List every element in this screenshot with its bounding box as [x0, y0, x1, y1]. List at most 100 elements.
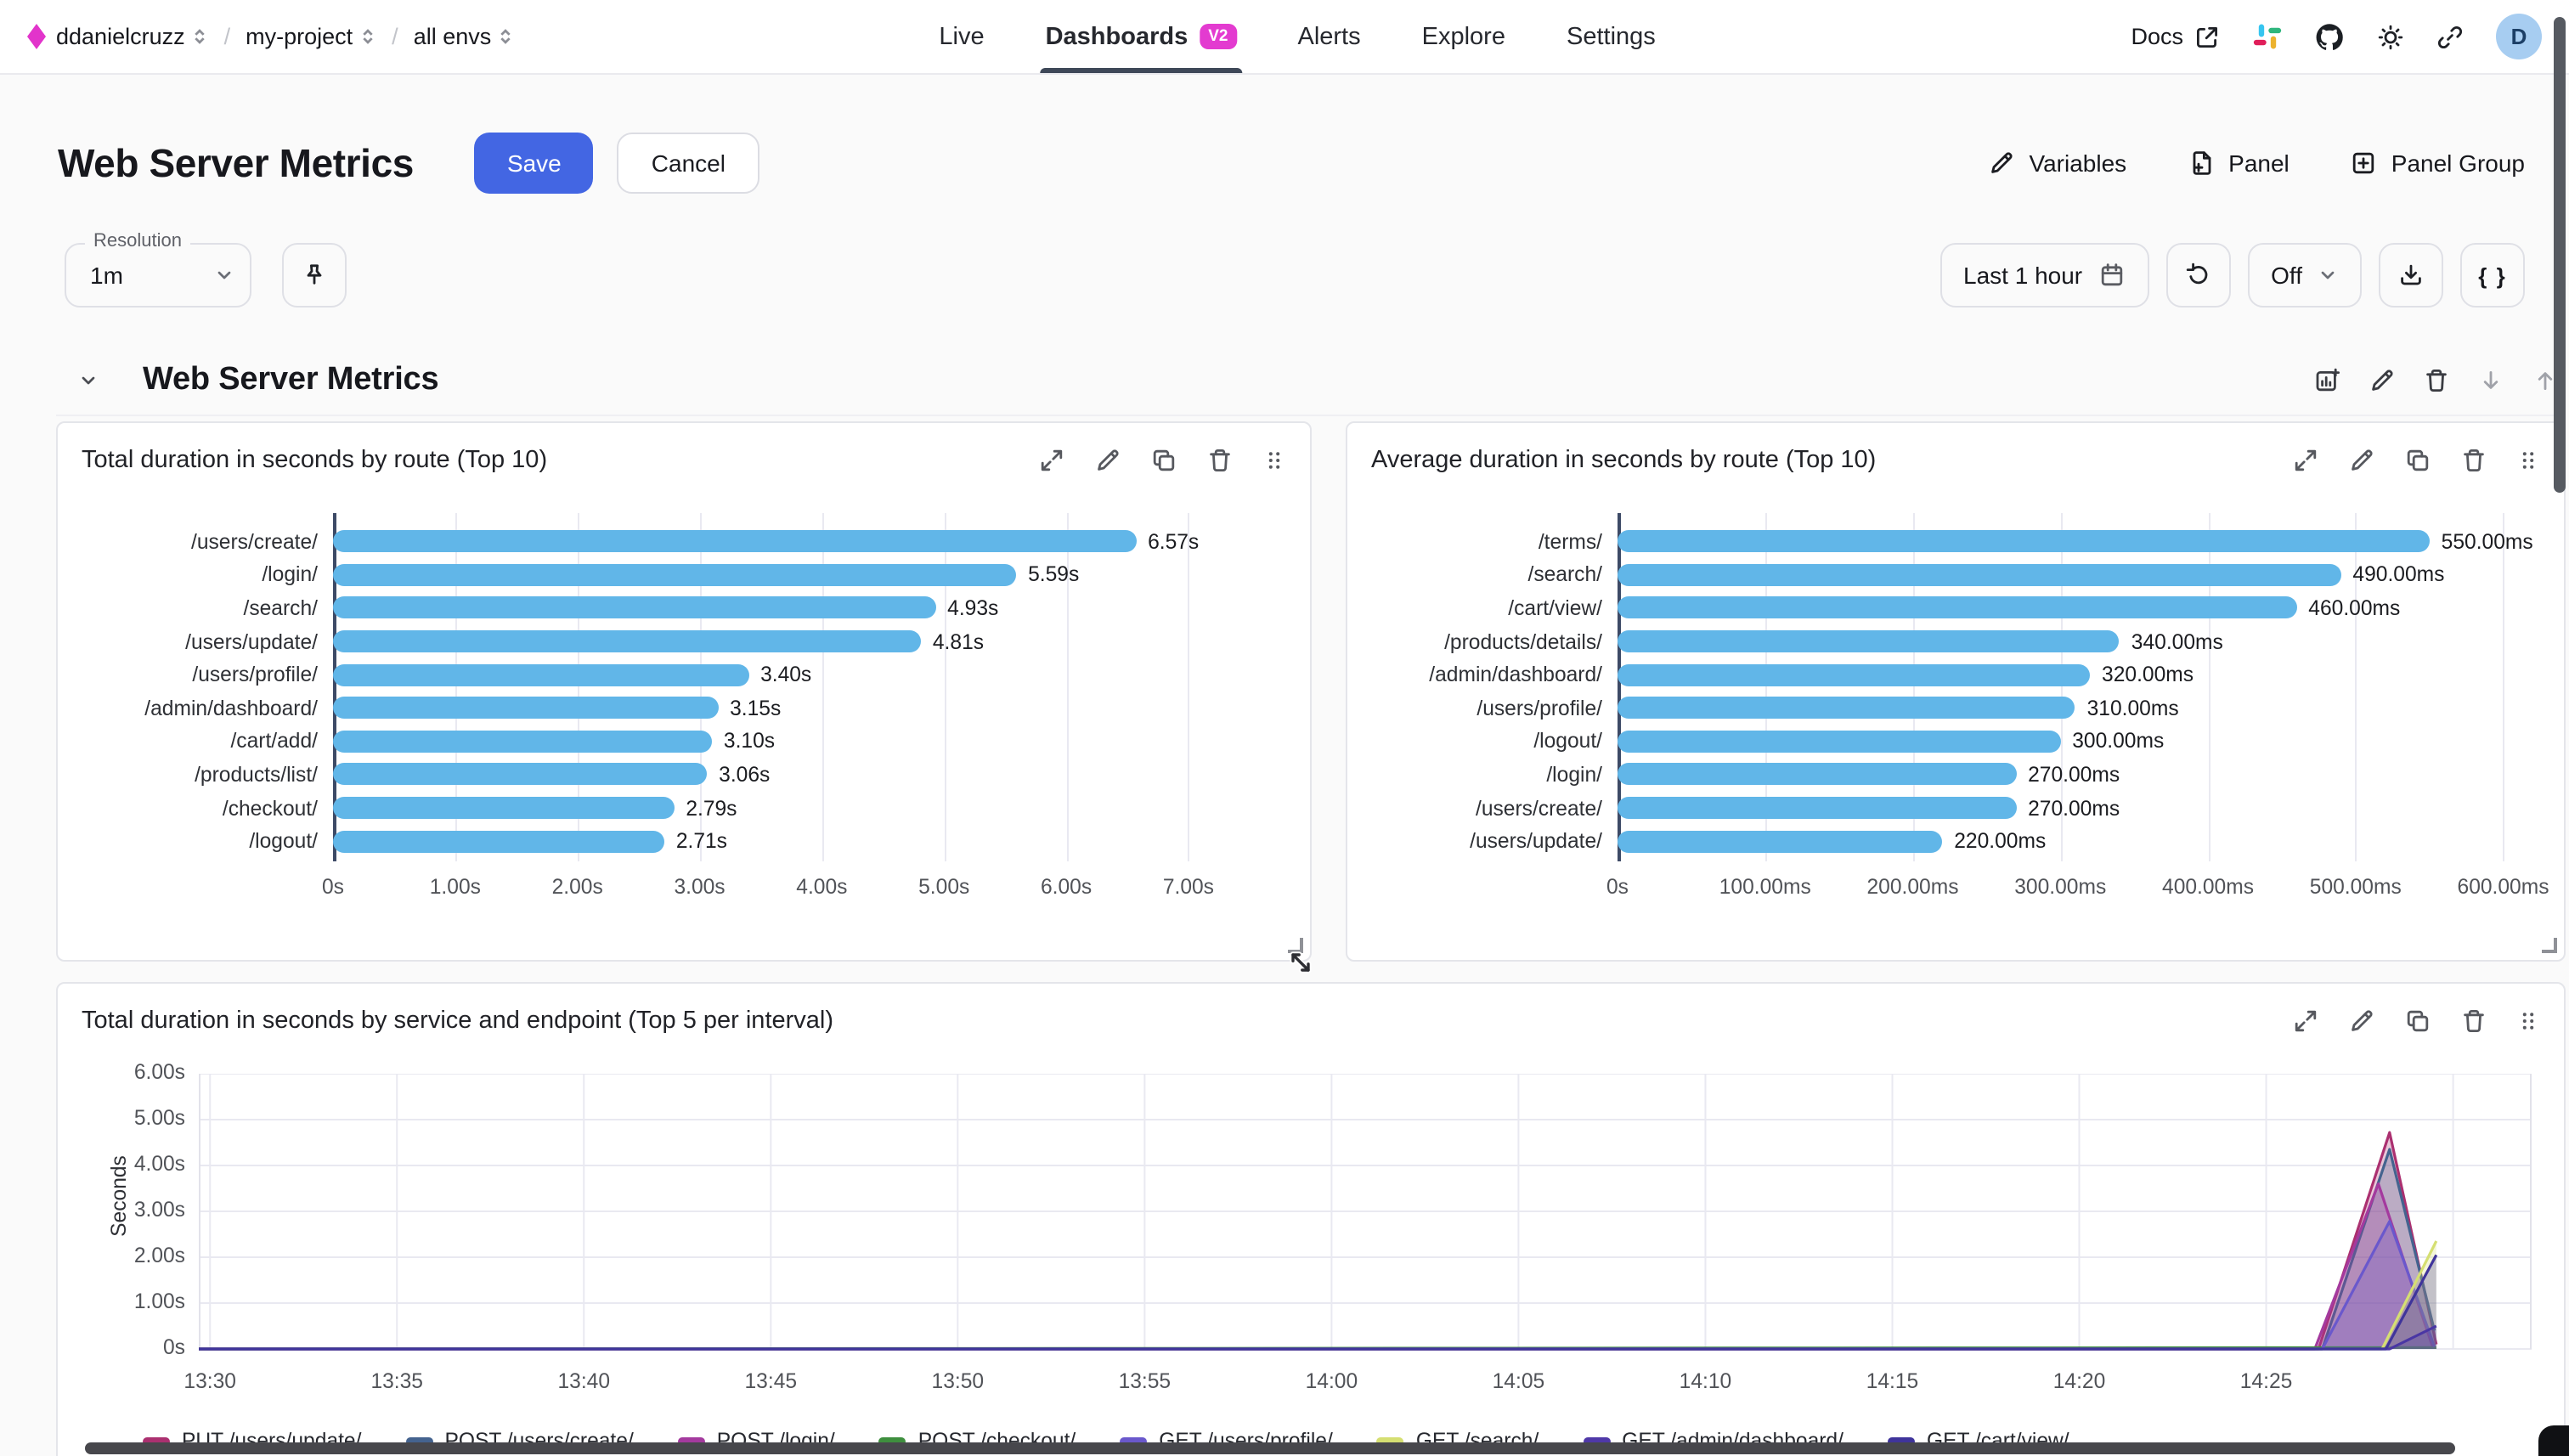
topbar-actions: Docs D [2131, 14, 2542, 59]
bar-row: 3.10s [333, 725, 1286, 758]
bar[interactable] [1618, 663, 2091, 686]
bar[interactable] [333, 663, 749, 686]
delete-icon[interactable] [2423, 367, 2450, 394]
breadcrumb-project[interactable]: my-project [246, 24, 376, 49]
breadcrumb-org[interactable]: ddanielcruzz [56, 24, 209, 49]
delete-icon[interactable] [2460, 1007, 2487, 1035]
share-link-icon[interactable] [2436, 23, 2464, 50]
resize-handle-icon[interactable] [2542, 938, 2557, 953]
edit-icon[interactable] [2369, 367, 2396, 394]
bar[interactable] [1618, 530, 2430, 553]
avatar[interactable]: D [2496, 14, 2542, 59]
add-chart-icon[interactable] [2314, 367, 2341, 394]
theme-toggle-icon[interactable] [2377, 23, 2404, 50]
expand-icon[interactable] [1038, 447, 1065, 474]
drag-handle-icon[interactable] [2516, 1009, 2540, 1033]
series-area[interactable] [199, 1326, 2436, 1349]
nav-tab-settings[interactable]: Settings [1567, 0, 1656, 73]
series-line[interactable] [199, 1148, 2436, 1351]
series-area[interactable] [199, 1221, 2435, 1349]
x-tick-label: 14:10 [1679, 1369, 1732, 1393]
bar[interactable] [333, 730, 712, 753]
nav-tab-alerts[interactable]: Alerts [1297, 0, 1360, 73]
drag-handle-icon[interactable] [1262, 449, 1286, 472]
bar[interactable] [1618, 763, 2017, 786]
move-down-icon[interactable] [2477, 367, 2504, 394]
breadcrumb: ddanielcruzz / my-project / all envs [56, 24, 515, 49]
add-panel-button[interactable]: Panel [2188, 150, 2290, 177]
series-area[interactable] [199, 1149, 2435, 1349]
time-range-button[interactable]: Last 1 hour [1939, 243, 2149, 308]
edit-icon[interactable] [2348, 1007, 2375, 1035]
auto-refresh-select[interactable]: Off [2247, 243, 2362, 308]
bar[interactable] [333, 830, 664, 853]
bar-row: 3.40s [333, 658, 1286, 691]
bar[interactable] [333, 763, 708, 786]
copy-icon[interactable] [1150, 447, 1177, 474]
nav-tab-dashboards[interactable]: Dashboards V2 [1040, 0, 1243, 73]
series-line[interactable] [199, 1254, 2438, 1351]
nav-tab-live[interactable]: Live [939, 0, 984, 73]
page-title: Web Server Metrics [58, 140, 414, 184]
bar[interactable] [333, 630, 921, 653]
delete-icon[interactable] [1206, 447, 1234, 474]
expand-icon[interactable] [2292, 1007, 2319, 1035]
nav-tab-explore[interactable]: Explore [1422, 0, 1505, 73]
slack-icon[interactable] [2253, 22, 2282, 51]
expand-icon[interactable] [2292, 447, 2319, 474]
bar[interactable] [333, 797, 675, 820]
x-tick-label: 13:50 [931, 1369, 985, 1393]
copy-icon[interactable] [2404, 1007, 2431, 1035]
bar[interactable] [1618, 596, 2297, 619]
drag-handle-icon[interactable] [2516, 449, 2540, 472]
horizontal-scrollbar[interactable] [85, 1442, 2455, 1454]
bar[interactable] [333, 697, 719, 720]
bar[interactable] [1618, 630, 2120, 653]
series-area[interactable] [199, 1255, 2436, 1349]
series-line[interactable] [199, 1324, 2437, 1351]
series-line[interactable] [199, 1182, 2434, 1351]
move-up-icon[interactable] [2532, 367, 2559, 394]
bar[interactable] [333, 596, 936, 619]
bar[interactable] [1618, 730, 2061, 753]
v2-badge: V2 [1200, 24, 1237, 49]
github-icon[interactable] [2314, 21, 2345, 52]
bar[interactable] [1618, 797, 2017, 820]
series-area[interactable] [199, 1183, 2433, 1349]
docs-link[interactable]: Docs [2131, 23, 2221, 50]
edit-icon[interactable] [2348, 447, 2375, 474]
pin-button[interactable] [282, 243, 347, 308]
resolution-value: 1m [90, 262, 123, 289]
x-tick-label: 13:40 [557, 1369, 611, 1393]
gridline [1188, 513, 1190, 861]
vertical-scrollbar[interactable] [2554, 17, 2566, 493]
bar[interactable] [333, 530, 1137, 553]
resolution-select[interactable]: Resolution 1m [65, 231, 251, 308]
resize-handle-icon[interactable] [1288, 938, 1303, 953]
panel-actions [2292, 447, 2540, 474]
series-line[interactable] [199, 1220, 2436, 1351]
cancel-button[interactable]: Cancel [617, 133, 759, 194]
refresh-button[interactable] [2165, 243, 2231, 308]
variables-button[interactable]: Variables [1989, 150, 2126, 177]
breadcrumb-env[interactable]: all envs [414, 24, 516, 49]
collapse-chevron-icon[interactable] [78, 370, 99, 391]
chevron-down-icon [2318, 265, 2338, 285]
bar[interactable] [333, 563, 1017, 586]
bar-value-label: 3.06s [719, 762, 771, 787]
floating-widget[interactable] [2538, 1425, 2569, 1456]
add-panel-group-button[interactable]: Panel Group [2351, 150, 2525, 177]
gridline [1066, 513, 1069, 861]
section-title: Web Server Metrics [143, 362, 439, 398]
save-button[interactable]: Save [474, 133, 594, 194]
bar[interactable] [1618, 563, 2341, 586]
x-tick-label: 100.00ms [1719, 874, 1811, 899]
bar[interactable] [1618, 830, 1943, 853]
bar[interactable] [1618, 697, 2075, 720]
download-button[interactable] [2379, 243, 2443, 308]
brand-logo-icon[interactable] [27, 24, 46, 49]
copy-icon[interactable] [2404, 447, 2431, 474]
delete-icon[interactable] [2460, 447, 2487, 474]
edit-icon[interactable] [1094, 447, 1121, 474]
json-button[interactable]: { } [2460, 243, 2525, 308]
